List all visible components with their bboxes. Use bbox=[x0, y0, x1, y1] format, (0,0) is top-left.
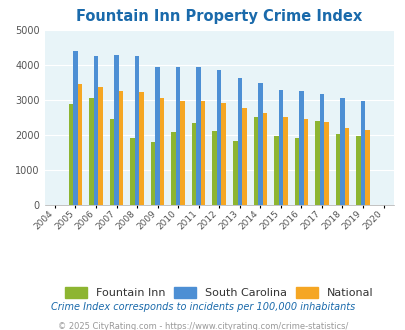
Bar bbox=[360, 101, 364, 205]
Bar bbox=[114, 54, 119, 205]
Bar bbox=[303, 118, 307, 205]
Bar bbox=[212, 131, 216, 205]
Bar bbox=[151, 142, 155, 205]
Bar bbox=[298, 91, 303, 205]
Bar bbox=[319, 94, 324, 205]
Legend: Fountain Inn, South Carolina, National: Fountain Inn, South Carolina, National bbox=[61, 283, 376, 301]
Bar bbox=[221, 103, 226, 205]
Bar bbox=[89, 98, 94, 205]
Bar bbox=[241, 108, 246, 205]
Bar bbox=[364, 130, 369, 205]
Bar bbox=[294, 138, 298, 205]
Bar bbox=[258, 82, 262, 205]
Bar bbox=[262, 113, 266, 205]
Bar bbox=[119, 90, 123, 205]
Bar bbox=[314, 121, 319, 205]
Bar bbox=[160, 98, 164, 205]
Bar bbox=[200, 101, 205, 205]
Bar bbox=[109, 119, 114, 205]
Bar bbox=[155, 67, 160, 205]
Bar bbox=[196, 67, 200, 205]
Bar bbox=[98, 87, 102, 205]
Bar bbox=[180, 101, 185, 205]
Bar bbox=[355, 136, 360, 205]
Bar bbox=[339, 98, 344, 205]
Bar bbox=[232, 141, 237, 205]
Bar bbox=[344, 128, 348, 205]
Bar bbox=[77, 84, 82, 205]
Text: © 2025 CityRating.com - https://www.cityrating.com/crime-statistics/: © 2025 CityRating.com - https://www.city… bbox=[58, 322, 347, 330]
Bar bbox=[282, 117, 287, 205]
Bar bbox=[68, 104, 73, 205]
Bar bbox=[324, 122, 328, 205]
Bar bbox=[273, 136, 278, 205]
Bar bbox=[171, 132, 175, 205]
Bar bbox=[73, 51, 77, 205]
Bar bbox=[253, 117, 258, 205]
Bar bbox=[192, 123, 196, 205]
Bar bbox=[237, 78, 241, 205]
Title: Fountain Inn Property Crime Index: Fountain Inn Property Crime Index bbox=[76, 9, 362, 24]
Bar bbox=[139, 92, 143, 205]
Bar bbox=[94, 56, 98, 205]
Bar bbox=[130, 138, 134, 205]
Bar bbox=[335, 134, 339, 205]
Bar bbox=[134, 55, 139, 205]
Bar bbox=[278, 90, 282, 205]
Bar bbox=[216, 70, 221, 205]
Text: Crime Index corresponds to incidents per 100,000 inhabitants: Crime Index corresponds to incidents per… bbox=[51, 302, 354, 312]
Bar bbox=[175, 67, 180, 205]
